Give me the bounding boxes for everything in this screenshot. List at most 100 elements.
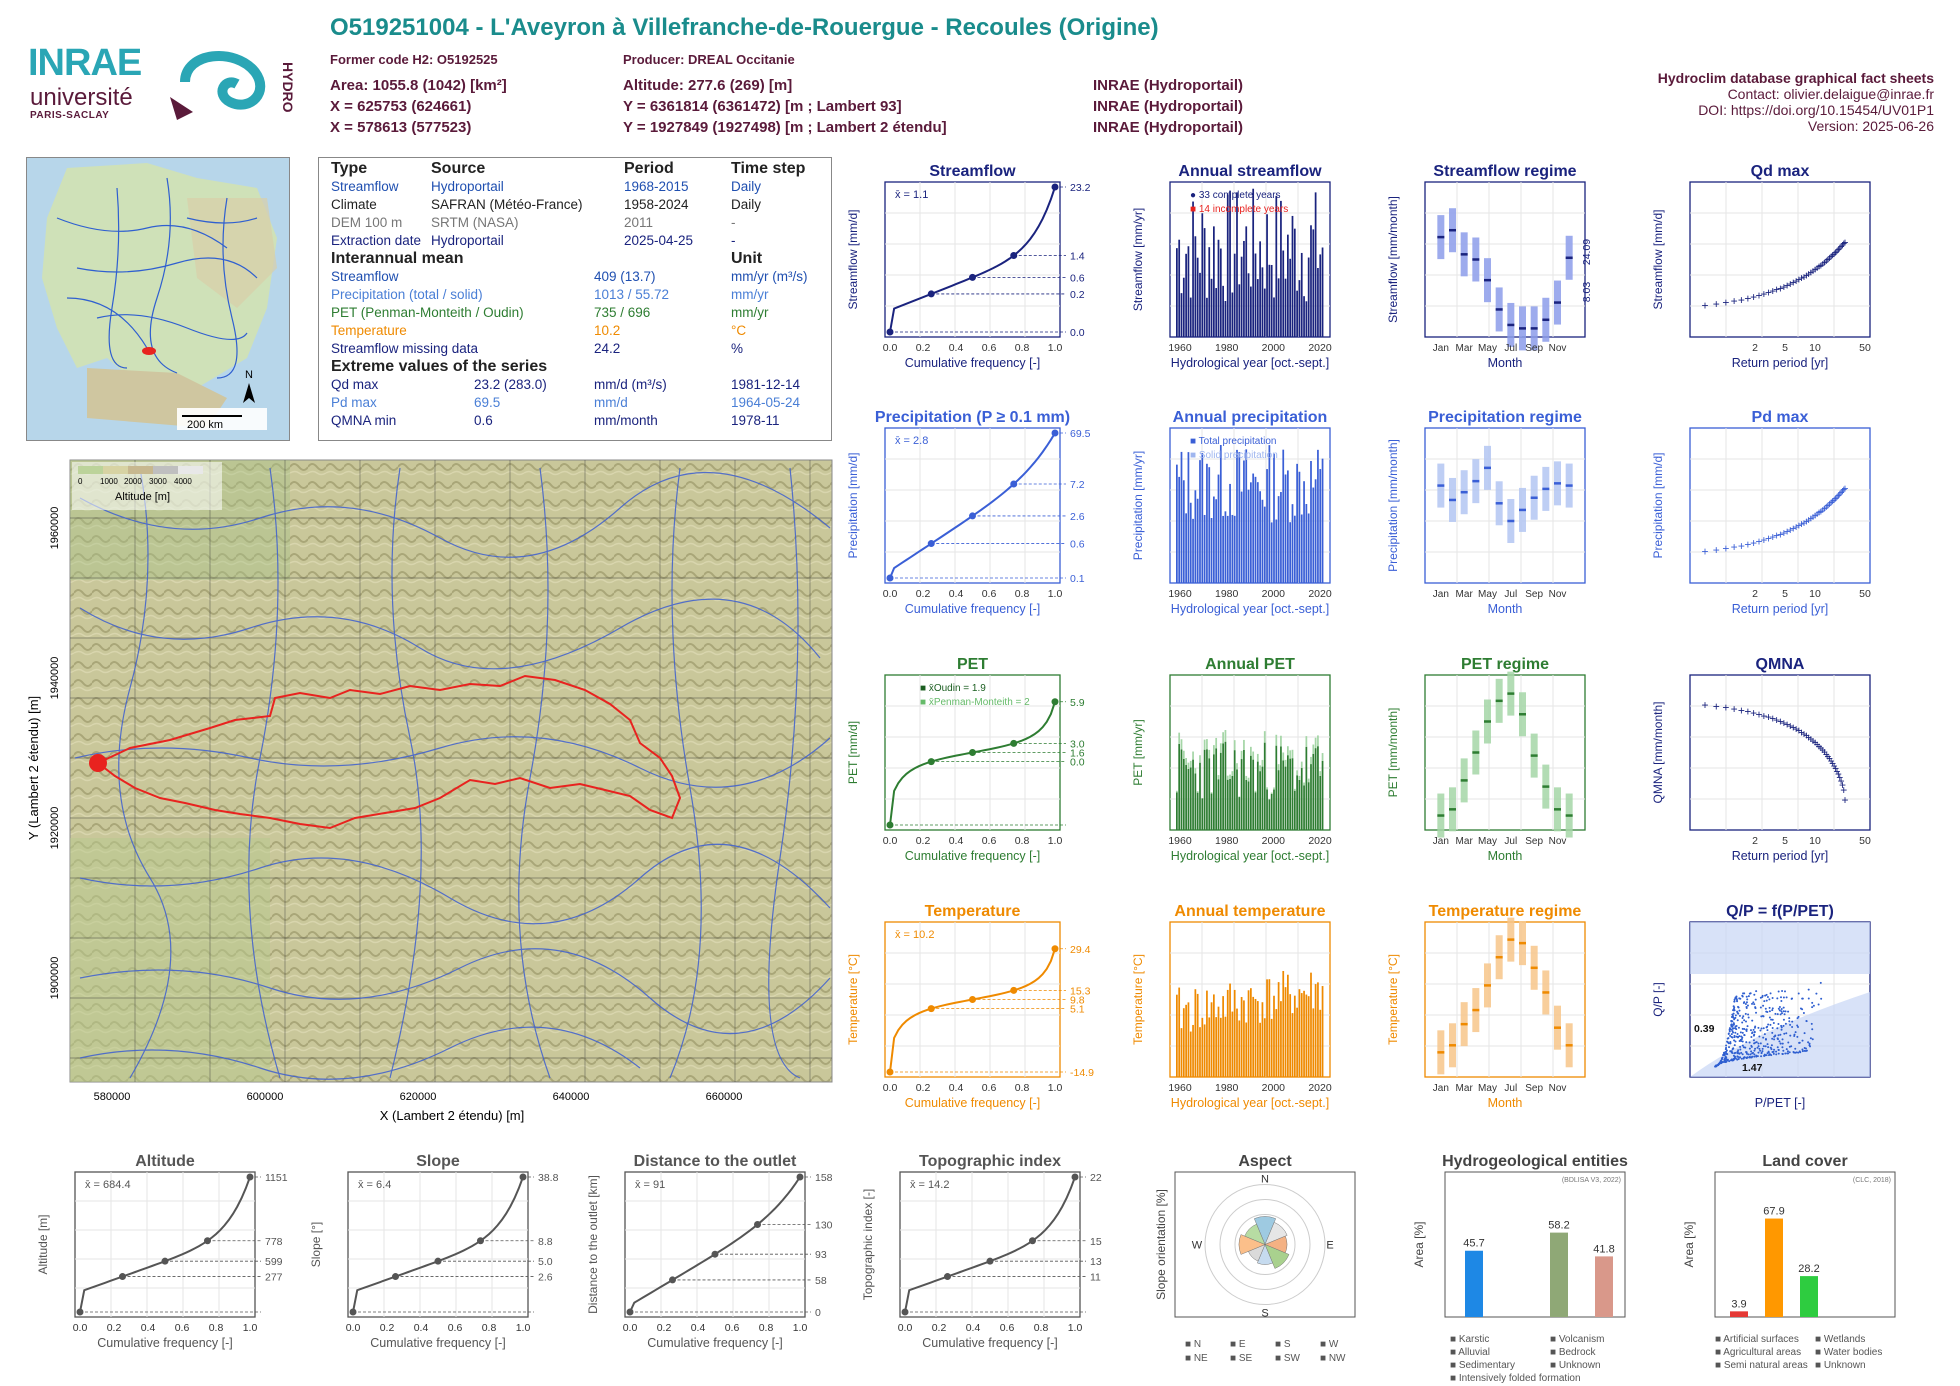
- data-point: [1757, 1045, 1760, 1048]
- right-tick: 93: [815, 1249, 827, 1261]
- data-point: [1780, 999, 1783, 1002]
- data-point: +: [1838, 240, 1845, 254]
- bar-secondary: [1300, 761, 1303, 769]
- bar: [1268, 799, 1271, 830]
- bar: [1213, 226, 1215, 337]
- bar: [1270, 793, 1273, 830]
- data-point: +: [1838, 486, 1845, 500]
- data-point: [1805, 1020, 1808, 1023]
- data-point: [1742, 1056, 1745, 1059]
- data-point: [1734, 1016, 1737, 1019]
- bar: [1310, 972, 1312, 1077]
- data-point: +: [1835, 488, 1842, 502]
- mean-unit: °C: [731, 323, 747, 338]
- table-cell: Hydroportail: [431, 233, 504, 248]
- data-point: [1726, 1037, 1729, 1040]
- data-point: [1722, 1054, 1725, 1057]
- data-point: +: [1836, 770, 1843, 784]
- bar: [1203, 1024, 1206, 1077]
- extreme-value: 0.6: [474, 413, 493, 428]
- data-point: +: [1798, 517, 1805, 531]
- x-tick: 2020: [1308, 342, 1332, 354]
- data-point: +: [1810, 510, 1817, 524]
- data-point: [1801, 1048, 1804, 1051]
- bar: [1203, 514, 1206, 583]
- data-point: [1783, 1013, 1786, 1016]
- month-tick: Nov: [1549, 589, 1567, 600]
- data-point: [1780, 1028, 1783, 1031]
- x-tick: 0.8: [1015, 1082, 1030, 1094]
- bar: [1224, 300, 1227, 337]
- data-point: [1739, 1031, 1742, 1034]
- data-point: [1766, 996, 1769, 999]
- bar: [1800, 1276, 1818, 1317]
- data-point: +: [1769, 284, 1776, 298]
- month-tick: Jul: [1504, 343, 1517, 354]
- bar: [1182, 1008, 1185, 1077]
- data-point: +: [1722, 701, 1729, 715]
- bar: [1263, 742, 1266, 830]
- data-point: +: [1790, 522, 1797, 536]
- bar: [1245, 1022, 1248, 1077]
- bar: [1217, 779, 1220, 830]
- data-point: +: [1738, 293, 1745, 307]
- x-tick: 1960: [1168, 342, 1192, 354]
- data-point: +: [1836, 487, 1843, 501]
- mean-row: Temperature: [331, 323, 407, 338]
- bar: [1206, 990, 1208, 1077]
- legend-item: ■ E: [1230, 1339, 1246, 1350]
- bar: [1178, 239, 1181, 337]
- bar: [1314, 984, 1317, 1077]
- bar: [1210, 793, 1213, 830]
- bar: [1196, 993, 1199, 1077]
- data-point: [1733, 1036, 1736, 1039]
- month-tick: Sep: [1525, 1083, 1543, 1094]
- bar: [1298, 280, 1301, 337]
- right-tick: 15.3: [1070, 985, 1091, 997]
- data-point: +: [1800, 516, 1807, 530]
- right-tick: 1151: [265, 1172, 288, 1184]
- bar: [1201, 213, 1204, 337]
- data-point: [1750, 1045, 1753, 1048]
- data-point: +: [1780, 716, 1787, 730]
- bar-secondary: [1240, 750, 1243, 760]
- data-point: +: [1810, 264, 1817, 278]
- data-point: [1788, 1020, 1791, 1023]
- bar: [1199, 272, 1201, 337]
- data-point: +: [1784, 524, 1791, 538]
- bar: [1305, 504, 1308, 583]
- data-point: [1767, 1023, 1770, 1026]
- y-axis-label: Streamflow [mm/month]: [1386, 196, 1400, 323]
- data-point: +: [1819, 503, 1826, 517]
- data-point: +: [1816, 739, 1823, 753]
- bar: [1176, 464, 1178, 583]
- bar: [1219, 445, 1222, 583]
- y-axis-label: Q/P [-]: [1651, 982, 1665, 1016]
- data-point: +: [1839, 238, 1846, 252]
- bar: [1236, 192, 1238, 337]
- data-point: +: [1832, 491, 1839, 505]
- mean-label: x̄ = 2.8: [895, 435, 928, 447]
- bar: [1259, 1022, 1261, 1077]
- bar: [1187, 246, 1190, 337]
- bar: [1187, 768, 1190, 830]
- data-point: +: [1816, 260, 1823, 274]
- data-point: [1756, 1046, 1759, 1049]
- month-tick: Mar: [1456, 589, 1474, 600]
- info-table: Type Source Period Time step Streamflow …: [318, 157, 832, 441]
- data-point: +: [1722, 542, 1729, 556]
- data-point: [1753, 993, 1756, 996]
- x-tick: 580000: [94, 1091, 131, 1103]
- data-point: +: [1832, 245, 1839, 259]
- data-point: [1765, 993, 1768, 996]
- data-point: [1740, 1057, 1743, 1060]
- bar-secondary: [1233, 740, 1236, 751]
- data-point: +: [1840, 783, 1847, 797]
- bar-secondary: [1256, 753, 1259, 762]
- bar: [1189, 767, 1192, 830]
- data-point: [1759, 1049, 1762, 1052]
- bar-label: 45.7: [1463, 1238, 1484, 1250]
- data-point: [1737, 1026, 1740, 1029]
- interannual-heading: Interannual mean: [331, 250, 464, 267]
- data-point: [1746, 1025, 1749, 1028]
